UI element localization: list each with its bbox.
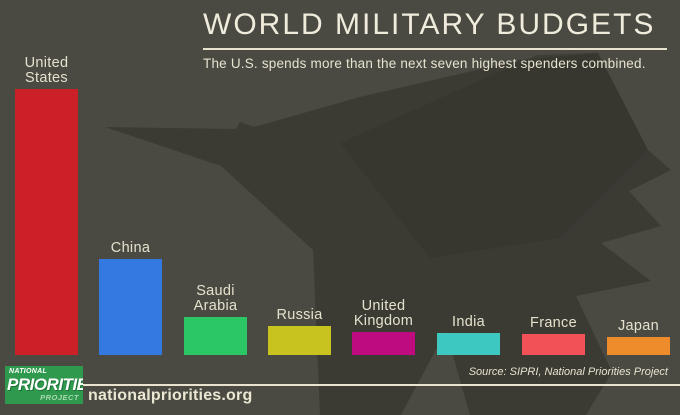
logo-text-priorities: PRIORITIES [7, 375, 83, 394]
page-title: WORLD MILITARY BUDGETS [203, 8, 656, 41]
source-credit: Source: SIPRI, National Priorities Proje… [468, 366, 668, 378]
bar-label-line: Russia [276, 307, 323, 323]
chart-header: WORLD MILITARY BUDGETS The U.S. spends m… [203, 8, 668, 71]
bar-france [522, 334, 585, 355]
bar-label-line: India [452, 314, 485, 330]
bar-label-japan: Japan [618, 319, 659, 334]
bar-united-kingdom [352, 332, 415, 355]
bar-label-line: Kingdom [353, 313, 414, 329]
bar-group-united-kingdom: United Kingdom [341, 299, 426, 355]
bar-label-line: Saudi [196, 283, 235, 299]
bar-group-china: China [88, 241, 173, 355]
national-priorities-project-logo: NATIONAL PRIORITIES PROJECT [5, 366, 83, 404]
logo-text-project: PROJECT [40, 393, 79, 402]
bar-label-india: India [452, 315, 485, 330]
bar-label-russia: Russia [276, 308, 322, 323]
bar-india [437, 333, 500, 355]
page-subtitle: The U.S. spends more than the next seven… [203, 56, 646, 71]
website-url: nationalpriorities.org [88, 387, 253, 404]
logo-text-national: NATIONAL [9, 368, 48, 375]
bar-label-line: Japan [617, 318, 659, 334]
title-underline [203, 48, 667, 50]
bar-group-united-states: United States [4, 56, 89, 355]
bar-label-line: Arabia [193, 298, 238, 314]
bar-label-united-kingdom: United Kingdom [354, 299, 413, 329]
bar-russia [268, 326, 331, 355]
bar-japan [607, 337, 670, 355]
bar-group-japan: Japan [596, 319, 680, 355]
bar-label-france: France [530, 316, 577, 331]
bar-label-line: China [110, 240, 151, 256]
bar-label-china: China [111, 241, 150, 256]
bar-group-russia: Russia [257, 308, 342, 355]
bar-saudi-arabia [184, 317, 247, 355]
bar-group-saudi-arabia: Saudi Arabia [173, 284, 258, 355]
bar-label-line: United [24, 55, 69, 71]
bar-label-line: States [25, 70, 68, 86]
bar-china [99, 259, 162, 355]
bar-group-france: France [511, 316, 596, 355]
bar-label-united-states: United States [25, 56, 69, 86]
footer-divider [83, 384, 680, 386]
bar-united-states [15, 89, 78, 355]
bar-label-line: France [530, 315, 577, 331]
bar-label-line: United [361, 298, 406, 314]
bar-group-india: India [426, 315, 511, 355]
bar-label-saudi-arabia: Saudi Arabia [194, 284, 238, 314]
